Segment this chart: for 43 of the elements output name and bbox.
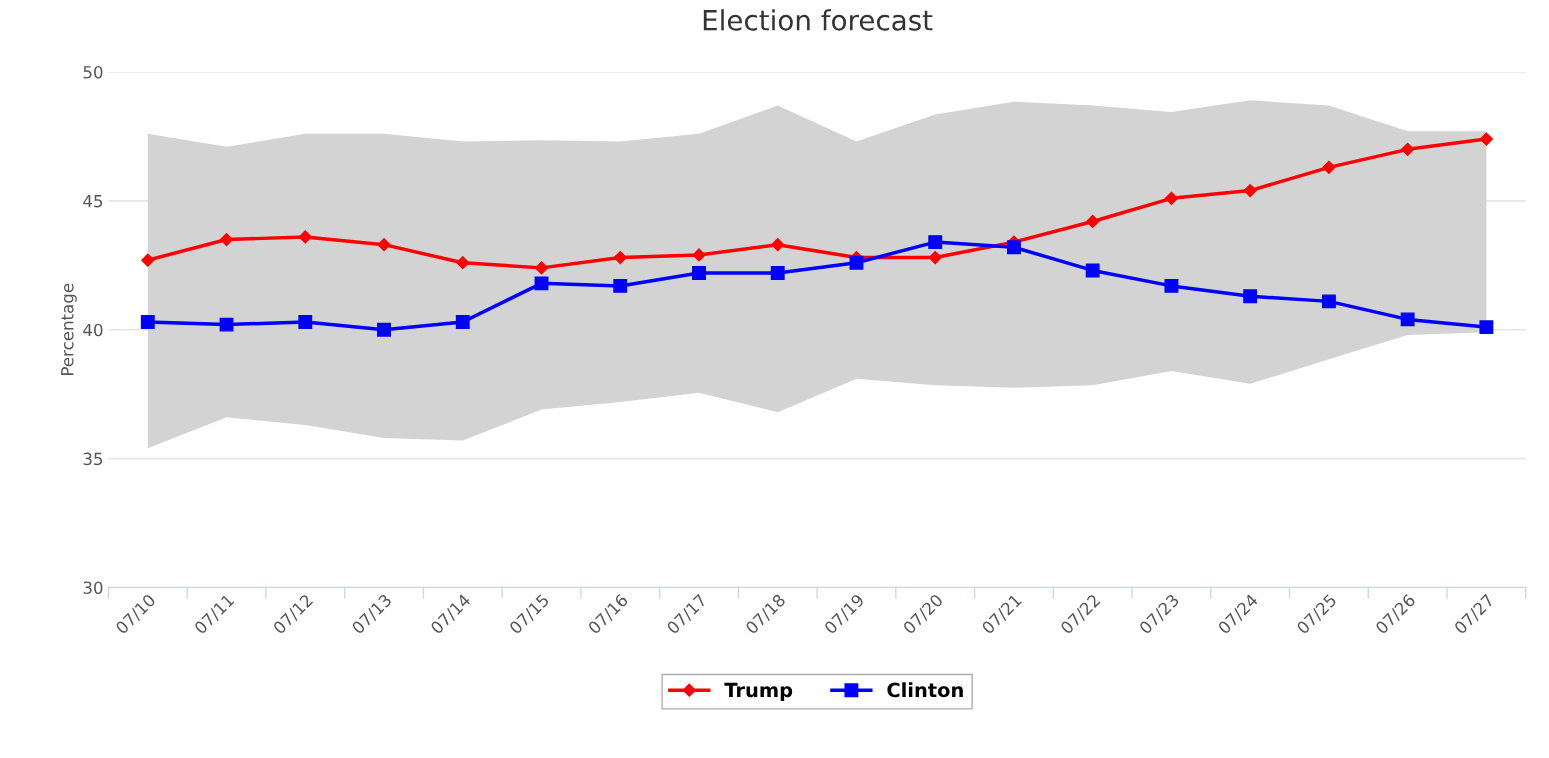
legend-label: Trump: [724, 682, 793, 702]
point: [928, 250, 942, 265]
point: [298, 315, 313, 329]
point: [455, 315, 470, 329]
point: [1322, 160, 1336, 174]
point: [219, 317, 234, 332]
point: [534, 276, 549, 291]
point: [692, 248, 706, 262]
point: [771, 238, 785, 252]
point: [1085, 263, 1100, 278]
legend-label: Clinton: [887, 682, 963, 698]
y-tick-label: 35: [83, 452, 103, 466]
point: [377, 322, 391, 337]
point: [1321, 294, 1336, 309]
point: [219, 232, 234, 247]
point: [1086, 214, 1100, 229]
point: [613, 278, 628, 293]
point: [1479, 320, 1494, 335]
point: [1401, 142, 1415, 156]
point: [140, 315, 155, 329]
y-axis-title: Percentage: [61, 283, 77, 375]
point: [456, 256, 470, 270]
y-tick-label: 40: [83, 323, 103, 337]
point: [849, 255, 864, 270]
point: [1479, 132, 1493, 146]
point: [692, 266, 706, 280]
point: [928, 235, 943, 250]
point: [534, 261, 549, 275]
point: [1164, 278, 1179, 293]
point: [1400, 312, 1415, 327]
y-tick-label: 50: [83, 65, 103, 79]
y-tick-label: 45: [83, 195, 103, 208]
point: [377, 238, 391, 252]
point: [1243, 289, 1258, 304]
point: [298, 230, 312, 244]
point: [141, 253, 155, 267]
point: [1164, 191, 1179, 205]
point: [1243, 183, 1257, 198]
point: [770, 266, 785, 280]
point: [613, 250, 627, 265]
point: [1007, 240, 1021, 255]
y-tick-label: 30: [83, 581, 103, 595]
chart-title: Election forecast: [703, 9, 933, 31]
